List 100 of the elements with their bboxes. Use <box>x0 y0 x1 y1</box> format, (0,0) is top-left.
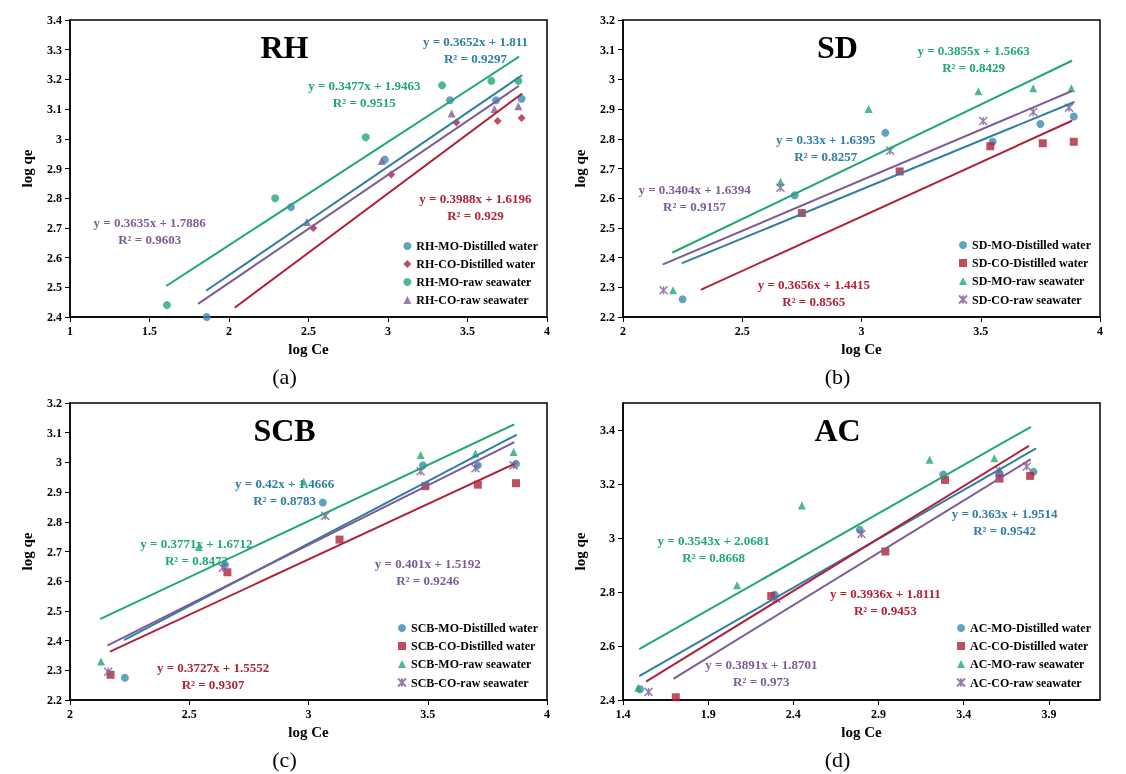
y-tick-label: 3 <box>56 455 62 470</box>
legend-label: SD-MO-raw seawater <box>972 274 1085 288</box>
annotation: y = 0.33x + 1.6395 R² = 0.8257 <box>776 131 876 164</box>
y-tick-label: 2.3 <box>600 280 615 295</box>
text: (c) <box>272 746 297 772</box>
legend-label: SD-CO-raw seawater <box>972 292 1083 307</box>
y-tick-label: 2.4 <box>600 250 615 265</box>
y-tick-label: 2.5 <box>47 603 62 618</box>
y-tick-label: 3.4 <box>47 13 62 27</box>
annotation: y = 0.42x + 1.4666 R² = 0.8783 <box>234 476 335 509</box>
y-tick-label: 2.9 <box>47 161 62 176</box>
x-tick-label: 3.5 <box>973 324 989 338</box>
x-tick-label: 1 <box>67 324 73 338</box>
chart-title: RH <box>260 29 309 65</box>
y-tick-label: 2.4 <box>47 310 62 324</box>
y-tick-label: 2.4 <box>600 693 615 707</box>
y-axis-title: log qe <box>571 532 588 571</box>
x-tick-label: 2 <box>67 707 73 721</box>
x-axis-title: log Ce <box>841 341 883 358</box>
annotation: y = 0.3477x + 1.9463 R² = 0.9515 <box>308 78 421 111</box>
y-axis-title: log qe <box>18 149 35 188</box>
legend-label: SCB-CO-Distilled water <box>411 639 537 653</box>
annotation: y = 0.363x + 1.9514 R² = 0.9542 <box>951 505 1058 538</box>
x-tick-label: 1.5 <box>142 324 157 338</box>
x-tick-label: 4 <box>1097 324 1103 338</box>
y-tick-label: 3.1 <box>600 42 615 57</box>
y-tick-label: 2.9 <box>600 102 615 117</box>
x-tick-label: 2.5 <box>181 707 197 721</box>
y-tick-label: 3.2 <box>47 396 62 410</box>
y-tick-label: 2.7 <box>47 220 62 235</box>
annotation: y = 0.3543x + 2.0681 R² = 0.8668 <box>657 532 770 565</box>
x-tick-label: 4 <box>544 707 550 721</box>
chart-title: SD <box>817 29 858 65</box>
legend-label: AC-CO-Distilled water <box>970 639 1090 653</box>
y-tick-label: 2.6 <box>47 574 62 589</box>
x-tick-label: 3 <box>305 707 312 721</box>
annotation: y = 0.3404x + 1.6394 R² = 0.9157 <box>638 182 752 215</box>
y-tick-label: 2.8 <box>47 514 62 529</box>
x-tick-label: 3 <box>385 324 391 338</box>
x-tick-label: 3.4 <box>956 707 972 721</box>
x-tick-label: 2.9 <box>871 707 887 721</box>
y-tick-label: 3.1 <box>47 425 62 440</box>
annotation: y = 0.3727x + 1.5552 R² = 0.9307 <box>156 660 270 693</box>
y-tick-label: 3.4 <box>600 423 615 437</box>
y-tick-label: 2.2 <box>600 310 615 324</box>
y-tick-label: 3 <box>609 531 615 545</box>
x-tick-label: 3.5 <box>420 707 436 721</box>
y-tick-label: 3 <box>609 72 615 87</box>
legend-label: RH-CO-Distilled water <box>416 257 537 271</box>
legend-label: RH-CO-raw seawater <box>416 293 530 307</box>
y-tick-label: 2.8 <box>600 131 615 146</box>
y-tick-label: 2.4 <box>47 633 62 648</box>
text: (a) <box>272 363 297 389</box>
x-tick-label: 2.5 <box>734 324 750 338</box>
y-tick-label: 2.6 <box>600 639 615 653</box>
legend-label: SD-CO-Distilled water <box>972 256 1090 270</box>
text: (b) <box>824 363 851 389</box>
annotation: y = 0.401x + 1.5192 R² = 0.9246 <box>374 556 481 589</box>
y-axis-title: log qe <box>18 532 35 571</box>
y-tick-label: 2.9 <box>47 485 62 500</box>
y-tick-label: 2.7 <box>47 544 62 559</box>
x-tick-label: 1.4 <box>615 707 631 721</box>
legend-label: SCB-MO-Distilled water <box>411 621 539 635</box>
x-tick-label: 4 <box>544 324 550 338</box>
y-tick-label: 3.2 <box>600 477 615 491</box>
annotation: y = 0.3656x + 1.4415 R² = 0.8565 <box>757 277 871 310</box>
y-tick-label: 2.5 <box>47 280 62 295</box>
annotation: y = 0.3988x + 1.6196 R² = 0.929 <box>419 191 533 224</box>
annotation: y = 0.3891x + 1.8701 R² = 0.973 <box>705 657 818 690</box>
y-tick-label: 2.8 <box>600 585 615 599</box>
text: (d) <box>824 746 851 772</box>
annotation: y = 0.3652x + 1.811 R² = 0.9297 <box>422 33 528 66</box>
x-axis-title: log Ce <box>288 724 330 741</box>
y-tick-label: 3.2 <box>47 72 62 87</box>
chart-title: SCB <box>253 412 316 448</box>
x-tick-label: 3.5 <box>460 324 475 338</box>
y-tick-label: 2.2 <box>47 693 62 707</box>
legend-label: AC-MO-Distilled water <box>970 621 1092 635</box>
x-tick-label: 2 <box>620 324 626 338</box>
x-tick-label: 3 <box>858 324 865 338</box>
legend-label: SCB-MO-raw seawater <box>411 657 532 671</box>
legend-label: RH-MO-Distilled water <box>416 239 539 253</box>
x-tick-label: 3.9 <box>1041 707 1057 721</box>
x-axis-title: log Ce <box>288 341 330 358</box>
x-tick-label: 1.9 <box>700 707 716 721</box>
annotation: y = 0.3855x + 1.5663 R² = 0.8429 <box>917 42 1031 75</box>
x-tick-label: 2.4 <box>785 707 801 721</box>
legend-label: SD-MO-Distilled water <box>972 238 1092 252</box>
legend-label: AC-MO-raw seawater <box>970 657 1085 671</box>
y-axis-title: log qe <box>571 149 588 188</box>
y-tick-label: 2.5 <box>600 220 615 235</box>
y-tick-label: 3.3 <box>47 42 62 57</box>
legend-label: RH-MO-raw seawater <box>416 275 532 289</box>
legend-label: SCB-CO-raw seawater <box>411 675 530 690</box>
y-tick-label: 2.7 <box>600 161 615 176</box>
annotation: y = 0.3771x + 1.6712 R² = 0.8472 <box>140 535 253 568</box>
chart-title: AC <box>814 412 861 448</box>
x-tick-label: 2 <box>226 324 232 338</box>
y-tick-label: 3 <box>56 131 62 146</box>
y-tick-label: 2.6 <box>47 250 62 265</box>
